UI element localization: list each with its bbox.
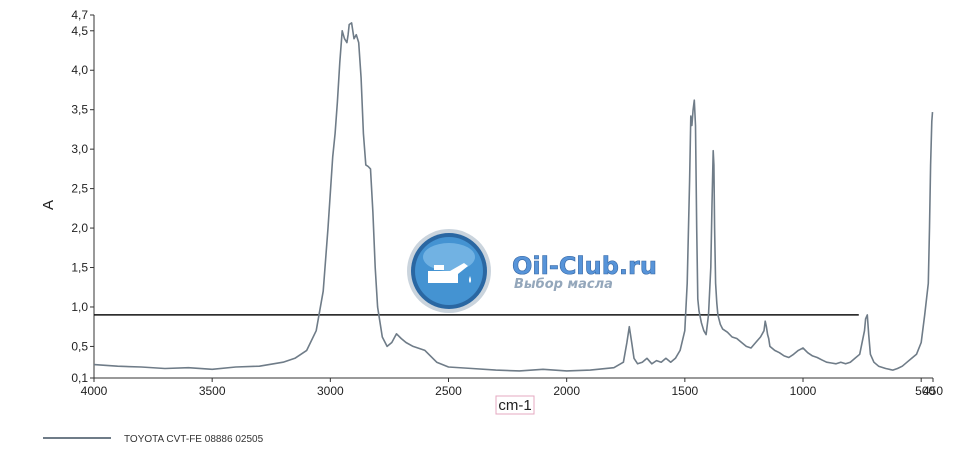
x-tick-label: 450: [923, 384, 943, 398]
y-tick-label: 4,7: [71, 8, 88, 22]
legend: TOYOTA CVT-FE 08886 02505: [43, 434, 264, 445]
y-tick-label: 2,0: [71, 221, 88, 235]
y-tick-label: 0,1: [71, 371, 88, 385]
x-tick-label: 3000: [317, 384, 344, 398]
y-ticks: 0,1 0,5 1,0 1,5 2,0 2,5 3,0 3,5 4,0 4,5 4,7: [71, 8, 94, 385]
series-line: [93, 22, 934, 372]
y-axis-label: A: [40, 200, 57, 210]
watermark: Oil-Club.ru Выбор масла: [407, 229, 657, 313]
y-tick-label: 0,5: [71, 339, 88, 353]
y-tick-label: 1,0: [71, 300, 88, 314]
x-tick-label: 4000: [81, 384, 108, 398]
x-tick-label: 1500: [671, 384, 698, 398]
x-tick-label: 1000: [790, 384, 817, 398]
y-tick-label: 4,5: [71, 24, 88, 38]
x-tick-label: 500: [915, 384, 935, 398]
x-axis-label-box: [495, 395, 535, 415]
oil-can-icon: [407, 229, 491, 313]
x-tick-label: 2500: [435, 384, 462, 398]
legend-label: TOYOTA CVT-FE 08886 02505: [124, 434, 264, 445]
y-tick-label: 4,0: [71, 63, 88, 77]
x-tick-label: 3500: [199, 384, 226, 398]
watermark-title: Oil-Club.ru: [512, 252, 657, 280]
y-tick-label: 2,5: [71, 182, 88, 196]
watermark-subtitle: Выбор масла: [514, 277, 613, 292]
x-axis-label: cm-1: [498, 397, 531, 414]
y-tick-label: 3,5: [71, 103, 88, 117]
x-tick-label: 2000: [553, 384, 580, 398]
y-tick-label: 3,0: [71, 142, 88, 156]
y-tick-label: 1,5: [71, 261, 88, 275]
